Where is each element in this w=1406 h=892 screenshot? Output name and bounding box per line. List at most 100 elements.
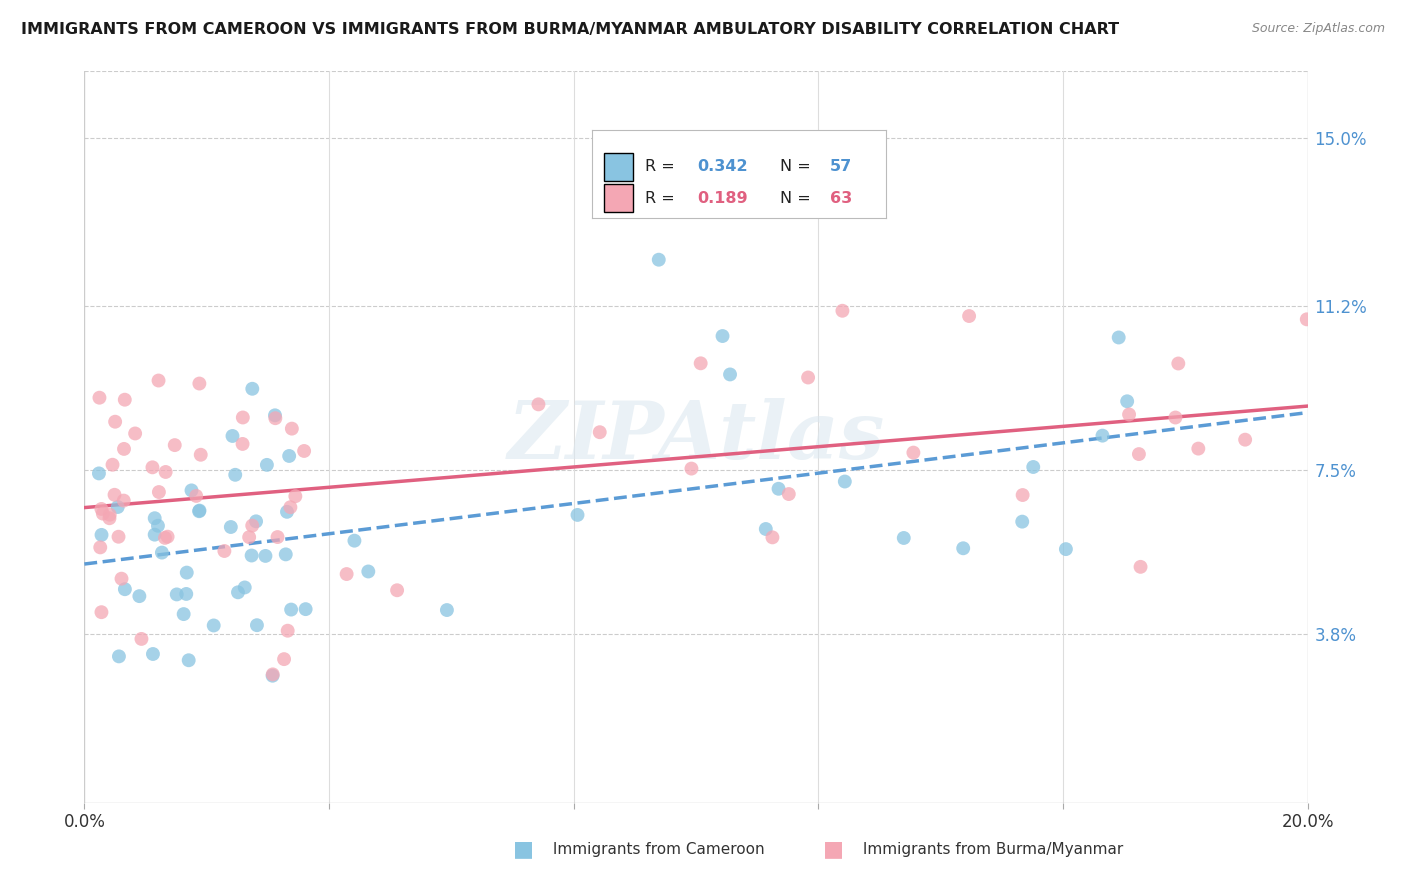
Point [180,483,202,498]
Point [262,667,284,681]
Point [156,530,179,544]
Point [893,531,915,545]
Point [277,624,299,638]
Point [186,489,208,503]
Point [89,391,111,405]
Point [292,444,315,458]
Point [1187,442,1209,456]
Point [114,392,136,407]
Point [173,607,195,621]
Point [90,502,112,516]
Point [188,503,211,517]
Text: IMMIGRANTS FROM CAMEROON VS IMMIGRANTS FROM BURMA/MYANMAR AMBULATORY DISABILITY : IMMIGRANTS FROM CAMEROON VS IMMIGRANTS F… [21,22,1119,37]
Point [146,518,169,533]
Point [114,582,136,597]
Point [385,583,408,598]
Point [768,482,790,496]
Point [87,467,110,481]
Point [266,530,288,544]
Point [284,489,307,503]
Point [952,541,974,556]
Point [1295,312,1317,326]
Point [280,500,302,515]
Point [1128,447,1150,461]
Point [214,544,236,558]
Point [1118,408,1140,422]
Point [1108,330,1130,344]
Point [294,602,316,616]
Point [90,605,112,619]
Point [245,514,267,528]
Point [831,303,853,318]
Point [131,632,153,646]
Point [343,533,366,548]
Point [108,649,131,664]
Point [681,461,703,475]
Point [177,653,200,667]
Point [107,530,129,544]
Point [98,508,121,522]
Point [98,511,121,525]
Point [226,585,249,599]
Point [232,410,254,425]
Text: Immigrants from Burma/Myanmar: Immigrants from Burma/Myanmar [858,842,1123,856]
Point [281,422,304,436]
Point [589,425,612,440]
Point [166,587,188,601]
Point [280,602,302,616]
Point [202,618,225,632]
Point [155,465,177,479]
Point [648,252,671,267]
Point [254,549,277,563]
Point [278,449,301,463]
Point [262,669,284,683]
Point [1022,460,1045,475]
Point [124,426,146,441]
Point [264,411,287,425]
Point [689,356,711,370]
Point [150,546,173,560]
Point [276,505,298,519]
Point [1116,394,1139,409]
Point [240,382,263,396]
Text: ZIPAtlas: ZIPAtlas [508,399,884,475]
Point [240,518,263,533]
Point [107,500,129,514]
Point [1164,410,1187,425]
Point [90,528,112,542]
Point [143,511,166,525]
Point [101,458,124,472]
Point [761,530,783,544]
Point [1011,515,1033,529]
Point [903,445,925,459]
Point [141,460,163,475]
Point [238,530,260,544]
Point [224,467,246,482]
Point [89,541,111,555]
Point [567,508,589,522]
Point [163,438,186,452]
Point [1011,488,1033,502]
Point [797,370,820,384]
Point [1129,559,1152,574]
Point [1091,428,1114,442]
Point [174,587,197,601]
Point [176,566,198,580]
Point [112,442,135,456]
Point [143,527,166,541]
Point [233,581,256,595]
Point [91,507,114,521]
Point [274,547,297,561]
Text: Immigrants from Cameroon: Immigrants from Cameroon [548,842,765,856]
Point [718,368,741,382]
Point [153,531,176,545]
Point [142,647,165,661]
Point [148,374,170,388]
Point [112,493,135,508]
Point [336,567,359,582]
Point [128,589,150,603]
Point [957,309,980,323]
Point [246,618,269,632]
Point [188,376,211,391]
Point [1054,542,1077,557]
